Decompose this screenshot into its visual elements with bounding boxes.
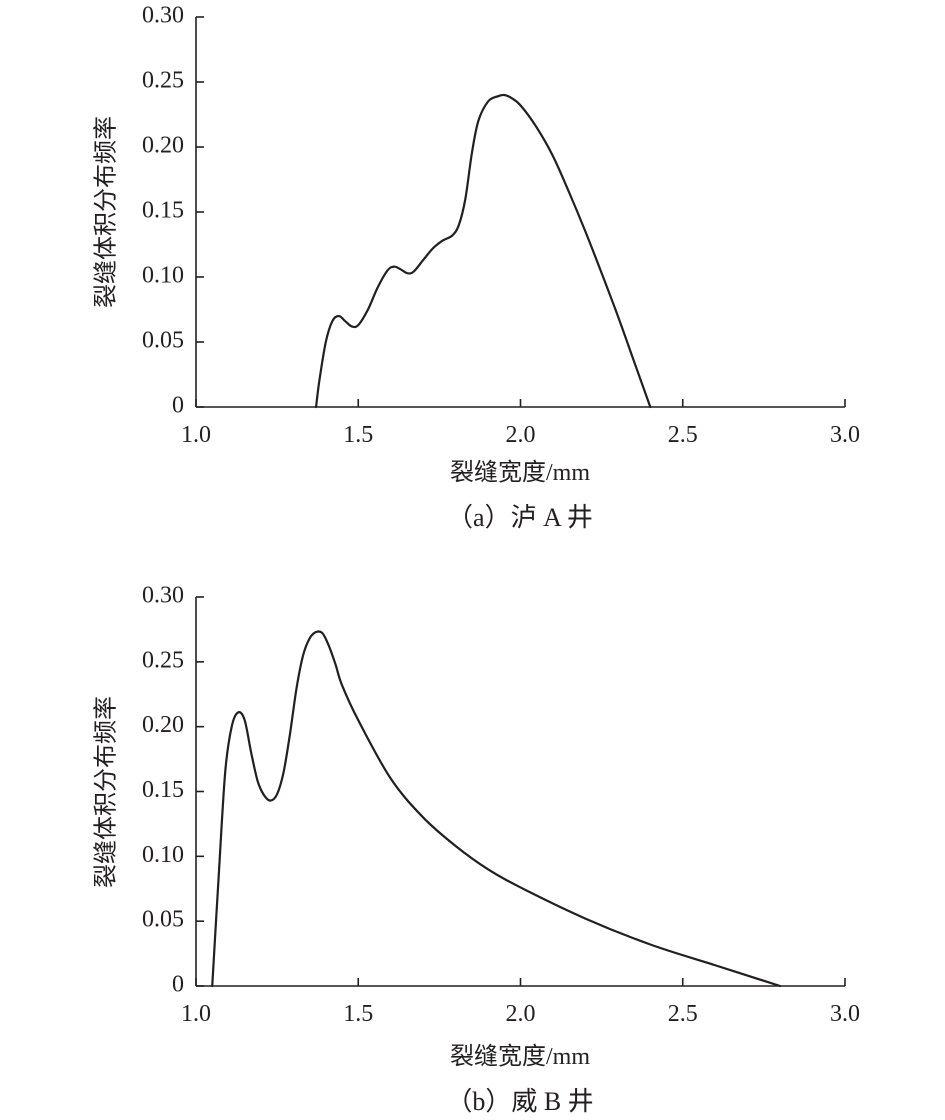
y-tick-label: 0.05 bbox=[142, 328, 184, 354]
y-tick-label: 0.15 bbox=[142, 777, 184, 803]
x-tick-label: 2.5 bbox=[668, 422, 698, 448]
y-tick-label: 0.20 bbox=[142, 133, 184, 159]
y-tick-label: 0 bbox=[172, 972, 184, 998]
x-tick-label: 2.5 bbox=[668, 1001, 698, 1027]
series-line bbox=[211, 630, 782, 988]
x-axis-label: 裂缝宽度/mm bbox=[450, 459, 590, 486]
y-tick-label: 0.05 bbox=[142, 907, 184, 933]
chart-caption: （a）泸 A 井 bbox=[447, 503, 593, 532]
y-tick-label: 0.30 bbox=[142, 3, 184, 29]
x-tick-label: 1.5 bbox=[343, 422, 373, 448]
y-tick-label: 0.10 bbox=[142, 842, 184, 868]
x-tick-label: 1.0 bbox=[181, 1001, 211, 1027]
y-tick-label: 0.25 bbox=[142, 68, 184, 94]
chart-panel-a: 裂缝体积分布频率 裂缝宽度/mm （a）泸 A 井 1.0 1.5 2.0 2.5 3.… bbox=[93, 3, 861, 533]
y-axis-label: 裂缝体积分布频率 bbox=[93, 696, 120, 888]
x-tick-label: 3.0 bbox=[830, 1001, 860, 1027]
x-tick-label: 1.5 bbox=[343, 1001, 373, 1027]
y-tick-label: 0.15 bbox=[142, 198, 184, 224]
y-tick-label: 0.30 bbox=[142, 583, 184, 609]
x-tick-label: 1.0 bbox=[181, 422, 211, 448]
x-tick-label: 3.0 bbox=[830, 422, 860, 448]
y-tick-label: 0.25 bbox=[142, 647, 184, 673]
x-tick-label: 2.0 bbox=[506, 422, 536, 448]
chart-panel-b: 裂缝体积分布频率 裂缝宽度/mm （b）威 B 井 1.0 1.5 2.0 2.5 3.… bbox=[93, 583, 861, 1117]
y-tick-label: 0.20 bbox=[142, 712, 184, 738]
chart-caption: （b）威 B 井 bbox=[446, 1087, 593, 1116]
x-axis-label: 裂缝宽度/mm bbox=[450, 1043, 590, 1070]
y-axis-label: 裂缝体积分布频率 bbox=[93, 116, 120, 308]
y-tick-label: 0.10 bbox=[142, 263, 184, 289]
series-line bbox=[314, 93, 652, 409]
y-tick-label: 0 bbox=[172, 393, 184, 419]
x-tick-label: 2.0 bbox=[506, 1001, 536, 1027]
